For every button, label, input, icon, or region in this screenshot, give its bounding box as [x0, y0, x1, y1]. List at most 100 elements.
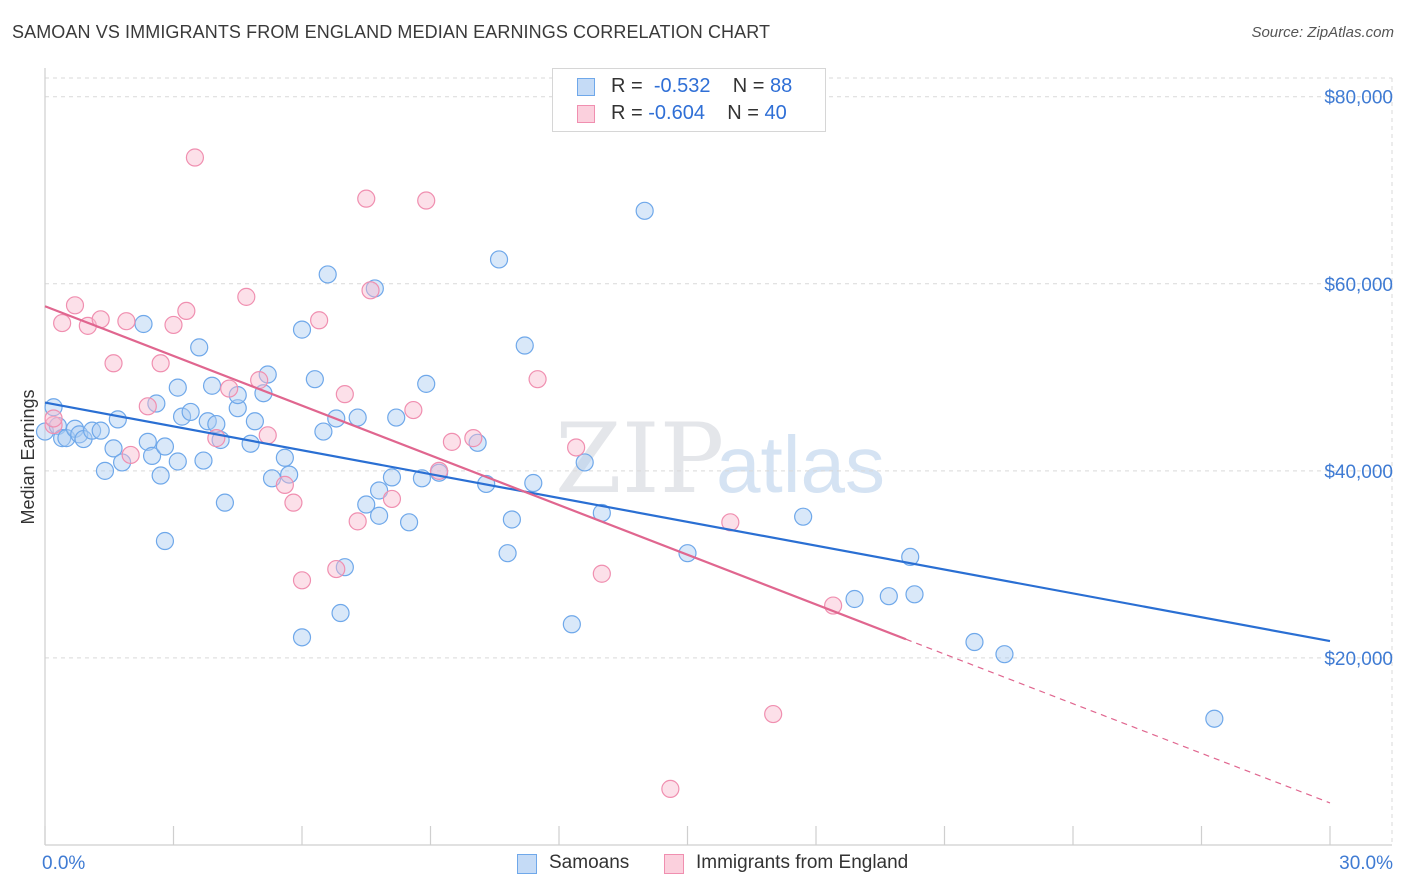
samoans-point [305, 370, 324, 389]
england-point [104, 354, 123, 373]
samoans-point [524, 473, 543, 493]
england-trend-line [44, 305, 907, 641]
samoans-point [382, 468, 402, 487]
samoans-point [245, 412, 264, 431]
samoans-point [155, 531, 175, 551]
n-label: N = [732, 75, 765, 97]
legend-label-samoans: Samoans [549, 852, 630, 873]
samoans-point [168, 378, 187, 397]
england-point [151, 354, 170, 373]
england-point [382, 489, 402, 509]
samoans-point [387, 408, 406, 427]
samoans-point [91, 421, 110, 440]
samoans-point [275, 448, 294, 467]
england-point [44, 409, 63, 428]
england-point [764, 704, 783, 724]
samoans-point [292, 320, 312, 339]
england-swatch [577, 105, 595, 123]
chart-title: SAMOAN VS IMMIGRANTS FROM ENGLAND MEDIAN… [12, 22, 771, 42]
legend-label-england: Immigrants from England [696, 852, 909, 873]
england-point [177, 301, 196, 321]
samoans-legend-swatch [517, 854, 537, 874]
england-point [357, 189, 376, 208]
england-point [117, 312, 136, 331]
england-point [567, 438, 586, 457]
samoans-point [399, 513, 419, 532]
samoans-point [138, 432, 157, 451]
y-tick-label: $20,000 [1324, 649, 1393, 670]
samoans-point [108, 410, 127, 429]
england-point [275, 475, 294, 494]
samoans-point [515, 336, 534, 355]
samoans-point [1205, 709, 1224, 728]
samoans-point [314, 422, 333, 441]
england-point [592, 564, 611, 583]
samoans-point [905, 585, 924, 604]
england-point [310, 311, 329, 330]
samoans-point [142, 446, 162, 465]
r-value: -0.604 [648, 102, 705, 124]
england-point [284, 493, 303, 512]
samoans-point [794, 507, 813, 526]
england-point [138, 397, 157, 416]
england-point [164, 315, 183, 335]
england-point [348, 512, 367, 531]
samoans-point [190, 338, 209, 357]
england-point [65, 296, 85, 315]
series-samoans [35, 201, 1224, 728]
watermark-zip: ZIP [555, 403, 724, 515]
r-label: R = [611, 75, 643, 97]
samoans-point [151, 466, 170, 485]
samoans-point [241, 434, 260, 453]
chart-source: Source: ZipAtlas.com [1251, 24, 1394, 41]
england-point [53, 313, 72, 333]
y-tick-label: $80,000 [1324, 88, 1393, 109]
samoans-point [104, 439, 123, 458]
samoans-point [995, 645, 1014, 664]
samoans-point [134, 314, 153, 334]
england-point [528, 370, 547, 389]
n-value: 88 [770, 75, 793, 97]
samoans-point [502, 510, 521, 529]
england-point [292, 571, 312, 590]
samoans-point [202, 376, 222, 395]
england-point [404, 400, 423, 420]
england-point [327, 559, 346, 579]
samoans-point [215, 493, 234, 512]
england-trend-extension [905, 638, 1331, 804]
england-point [661, 779, 680, 798]
england-point [220, 379, 239, 398]
samoans-point [228, 399, 247, 418]
england-legend-swatch [664, 854, 684, 874]
n-label: N = [727, 102, 759, 124]
n-value: 40 [764, 102, 787, 124]
series-england [44, 148, 843, 798]
england-point [417, 191, 436, 210]
england-point [258, 426, 277, 445]
samoans-point [95, 461, 115, 480]
r-value: -0.532 [653, 75, 711, 97]
samoans-point [417, 374, 436, 393]
samoans-point [370, 481, 389, 500]
samoans-point [168, 452, 187, 471]
samoans-point [280, 465, 299, 484]
samoans-point [357, 495, 376, 514]
x-tick-label: 0.0% [42, 853, 85, 874]
england-point [442, 432, 462, 451]
samoans-point [155, 437, 175, 456]
samoans-point [53, 429, 72, 448]
watermark-atlas: atlas [716, 420, 885, 509]
samoans-point [181, 402, 200, 422]
x-tick-label: 30.0% [1339, 853, 1393, 874]
samoans-point [318, 265, 337, 284]
samoans-point [348, 408, 367, 427]
samoans-point [498, 544, 517, 563]
y-tick-label: $40,000 [1324, 462, 1393, 483]
england-point [361, 281, 380, 300]
samoans-point [292, 628, 312, 647]
england-point [121, 445, 140, 465]
samoans-point [575, 453, 594, 472]
samoans-point [172, 407, 192, 426]
tick-labels: $20,000 $40,000 $60,000 $80,000 0.0% 30.0% [42, 88, 1393, 874]
